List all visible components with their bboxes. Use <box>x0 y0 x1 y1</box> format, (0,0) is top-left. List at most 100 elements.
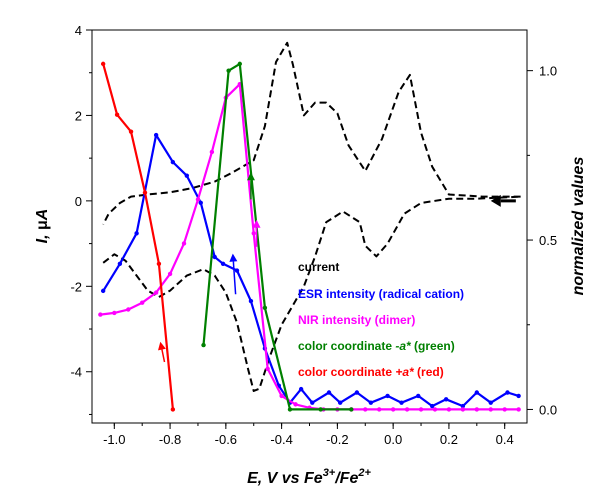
data-point-esr <box>100 288 106 294</box>
y-left-tick-label: 0 <box>75 194 82 209</box>
data-point-esr <box>399 400 404 405</box>
legend: current ESR intensity (radical cation) N… <box>298 260 464 379</box>
data-point-nir <box>363 407 368 412</box>
direction-arrow-nir <box>252 219 261 247</box>
direction-arrow-shaft <box>232 261 237 295</box>
data-point-nir <box>181 241 187 246</box>
x-tick-label: -1.0 <box>103 432 125 447</box>
data-point-esr <box>134 231 139 236</box>
direction-arrow-head <box>490 194 501 207</box>
data-point-nir <box>293 402 298 407</box>
data-point-esr <box>198 200 203 205</box>
axis-layer: -1.0 -0.8 -0.6 -0.4 -0.2 0.0 0.2 0.4 4 2 0 -2 -4 1.0 0… <box>70 23 557 447</box>
y-right-tick-label: 0.5 <box>539 233 557 248</box>
data-point-esr <box>416 393 421 399</box>
data-point-red <box>100 61 106 67</box>
data-point-esr <box>170 159 176 165</box>
data-point-esr <box>368 400 374 405</box>
x-tick-label: -0.4 <box>270 432 292 447</box>
data-point-red <box>128 129 134 134</box>
arrow-layer <box>158 172 516 363</box>
data-point-nir <box>195 197 201 202</box>
x-tick-label: -0.8 <box>159 432 181 447</box>
data-point-esr <box>488 400 493 405</box>
data-point-esr <box>298 386 304 392</box>
legend-current: current <box>298 260 339 274</box>
data-point-nir <box>209 149 215 155</box>
y-right-tick-label: 1.0 <box>539 64 557 79</box>
data-point-red <box>156 261 162 266</box>
x-tick-label: -0.2 <box>326 432 348 447</box>
direction-arrow-head <box>246 172 255 181</box>
direction-arrow-shaft <box>161 349 166 363</box>
y-right-tick-label: 0.0 <box>539 402 557 417</box>
data-point-esr <box>248 298 254 304</box>
data-point-nir <box>279 393 284 399</box>
series-line-red <box>102 63 174 410</box>
data-point-nir <box>446 407 452 412</box>
data-point-red <box>170 407 176 412</box>
data-point-green <box>262 305 268 311</box>
direction-arrow-head <box>252 219 261 228</box>
data-point-nir <box>404 407 410 412</box>
data-point-esr <box>385 393 390 399</box>
series-line-esr <box>102 133 519 408</box>
right-axis-title: normalized values <box>570 157 587 296</box>
data-point-nir <box>502 407 507 412</box>
data-point-esr <box>153 132 159 138</box>
x-tick-label: 0.4 <box>496 432 514 447</box>
data-point-red <box>114 112 120 117</box>
x-tick-label: 0.2 <box>440 432 458 447</box>
data-point-esr <box>474 390 480 395</box>
y-left-tick-label: 2 <box>75 108 82 123</box>
data-point-red <box>142 190 148 195</box>
legend-green: color coordinate -a* (green) <box>298 339 455 353</box>
data-point-nir <box>126 307 131 312</box>
data-point-esr <box>310 400 315 405</box>
x-axis-title: E, V vs Fe3+/Fe2+ <box>247 467 371 487</box>
data-point-nir <box>488 407 493 412</box>
legend-nir: NIR intensity (dimer) <box>298 313 415 327</box>
y-left-tick-label: -2 <box>70 279 82 294</box>
y-left-tick-label: 4 <box>75 23 82 38</box>
data-point-esr <box>212 254 217 260</box>
data-point-esr <box>443 397 449 402</box>
data-point-nir <box>251 231 256 236</box>
direction-arrow-red <box>158 341 166 363</box>
data-point-nir <box>474 407 480 412</box>
series-line-current <box>102 41 523 392</box>
direction-arrow-head <box>158 341 166 351</box>
data-point-nir <box>516 407 521 412</box>
data-point-nir <box>98 312 103 317</box>
data-point-nir <box>153 290 159 295</box>
x-tick-label: -0.6 <box>215 432 237 447</box>
data-point-esr <box>234 268 240 273</box>
data-point-green <box>226 68 231 73</box>
data-point-esr <box>516 393 521 399</box>
data-point-nir <box>167 271 173 277</box>
data-point-nir <box>139 300 145 305</box>
data-point-esr <box>220 261 226 266</box>
data-point-esr <box>337 400 343 405</box>
data-point-nir <box>460 407 466 412</box>
data-point-green <box>201 342 206 348</box>
legend-esr: ESR intensity (radical cation) <box>298 287 464 301</box>
direction-arrow-current <box>490 194 516 207</box>
data-point-esr <box>460 403 466 409</box>
left-axis-title: I, μA <box>34 209 51 244</box>
data-point-esr <box>429 403 435 409</box>
data-point-nir <box>112 310 117 316</box>
legend-red: color coordinate +a* (red) <box>298 365 444 379</box>
data-point-esr <box>505 390 510 395</box>
x-tick-label: 0.0 <box>384 432 402 447</box>
direction-arrow-esr <box>229 253 238 295</box>
y-left-tick-label: -4 <box>70 365 82 380</box>
direction-arrow-green <box>246 172 255 200</box>
data-point-green <box>237 61 242 67</box>
direction-arrow-head <box>229 253 238 262</box>
series-layer <box>98 41 523 412</box>
data-point-green <box>318 407 323 412</box>
data-point-esr <box>354 390 360 395</box>
